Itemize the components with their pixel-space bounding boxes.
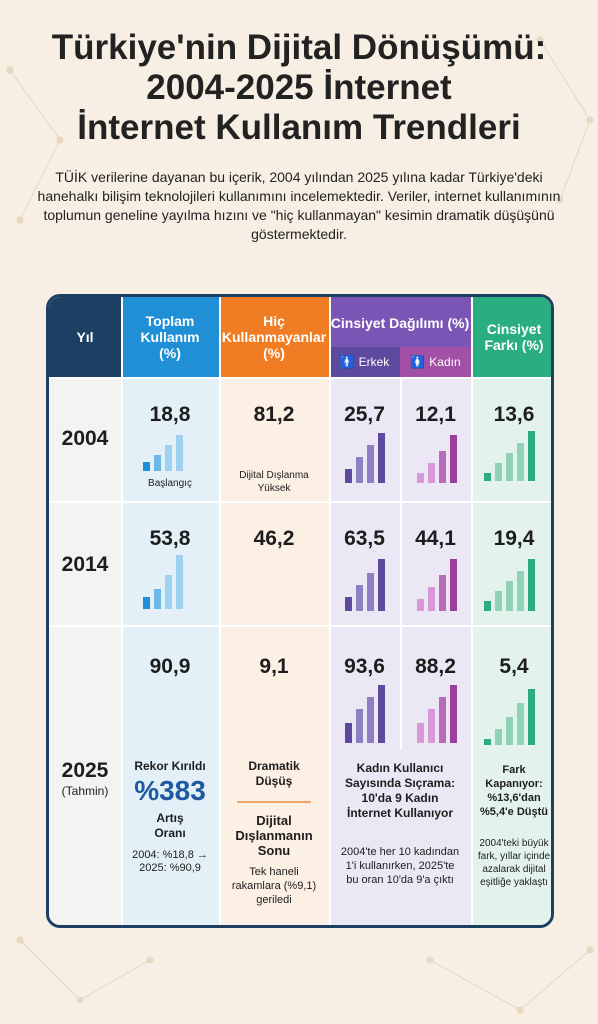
gap-2025-bar-icon <box>484 689 535 745</box>
male-2025: 93,6 <box>344 655 385 678</box>
row-divider-2004 <box>49 501 551 503</box>
female-2004: 12,1 <box>415 403 456 426</box>
header-gap: Cinsiyet Farkı (%) <box>471 297 551 377</box>
gender-divider <box>400 377 402 925</box>
never-2025: 9,1 <box>259 655 289 678</box>
gap-2004-bar-icon <box>484 431 535 481</box>
year-2025-note: (Tahmin) <box>61 784 109 798</box>
total-2014-bar-icon <box>143 555 183 609</box>
never-2025-divider <box>237 801 311 803</box>
female-2014-bar-icon <box>417 557 457 611</box>
row-divider-2014 <box>49 625 551 627</box>
male-2014: 63,5 <box>344 527 385 550</box>
never-2004: 81,2 <box>253 403 295 426</box>
col-divider-4 <box>471 297 473 925</box>
gender-2025-note-area <box>329 749 471 925</box>
total-2004-bar-icon <box>143 431 183 471</box>
total-2025-head: Rekor Kırıldı <box>134 759 206 773</box>
header-year: Yıl <box>49 297 121 377</box>
gap-2025: 5,4 <box>499 655 529 678</box>
gender-column: Cinsiyet Dağılımı (%) 🚹 Erkek 🚺 Kadın 25,7… <box>329 297 471 925</box>
row-divider-header <box>49 377 551 379</box>
total-2004: 18,8 <box>149 403 191 426</box>
intro-paragraph: TÜİK verilerine dayanan bu içerik, 2004 … <box>37 169 561 242</box>
header-never: Hiç Kullanmayanlar (%) <box>219 297 329 377</box>
gap-column: Cinsiyet Farkı (%) 13,6 19,4 5,4 Fark Ka… <box>471 297 551 925</box>
header-total: Toplam Kullanım (%) <box>121 297 219 377</box>
gap-2025-detail: 2004'teki büyük fark, yıllar içinde azal… <box>477 838 551 888</box>
col-divider-2 <box>219 297 221 925</box>
page-title: Türkiye'nin Dijital Dönüşümü: 2004-2025 … <box>0 28 598 148</box>
female-2025: 88,2 <box>415 655 456 678</box>
never-2004-note: Dijital Dışlanma Yüksek <box>239 470 309 494</box>
total-2014: 53,8 <box>149 527 191 550</box>
title-line-1: Türkiye'nin Dijital Dönüşümü: <box>51 28 547 67</box>
gender-2025-detail: 2004'te her 10 kadından 1'i kullanırken,… <box>340 846 460 886</box>
male-2004-bar-icon <box>345 429 385 483</box>
never-2025-head: Dramatik Düşüş <box>248 759 300 788</box>
title-line-2: 2004-2025 İnternet <box>146 68 452 107</box>
total-2025-sub: Artış Oranı <box>154 811 186 840</box>
year-2004: 2004 <box>61 427 109 450</box>
female-2014: 44,1 <box>415 527 456 550</box>
data-table: Yıl 2004 2014 2025 (Tahmin) Toplam Kulla… <box>46 294 554 928</box>
header-male: 🚹 Erkek <box>329 347 400 377</box>
header-gender: Cinsiyet Dağılımı (%) <box>329 297 471 347</box>
total-column: Toplam Kullanım (%) 18,8 Başlangıç 53,8 … <box>121 297 219 925</box>
male-2004: 25,7 <box>344 403 385 426</box>
gap-2014: 19,4 <box>493 527 535 550</box>
gender-2025-head: Kadın Kullanıcı Sayısında Sıçrama: 10'da… <box>344 761 456 820</box>
col-divider-1 <box>121 297 123 925</box>
male-icon: 🚹 <box>339 355 355 369</box>
gap-2014-bar-icon <box>484 559 535 611</box>
never-2025-detail: Tek haneli rakamlara (%9,1) geriledi <box>231 866 317 906</box>
total-2004-note: Başlangıç <box>148 478 192 489</box>
total-2025-big: %383 <box>134 775 206 806</box>
header-female: 🚺 Kadın <box>400 347 471 377</box>
female-2025-bar-icon <box>417 685 457 743</box>
header-female-label: Kadın <box>429 355 461 369</box>
female-icon: 🚺 <box>410 355 426 369</box>
col-divider-3 <box>329 297 331 925</box>
year-2025: 2025 <box>61 759 109 782</box>
male-2014-bar-icon <box>345 557 385 611</box>
total-2025: 90,9 <box>149 655 191 678</box>
gap-2025-head: Fark Kapanıyor: %13,6'dan %5,4'e Düştü <box>479 764 549 818</box>
never-column: Hiç Kullanmayanlar (%) 81,2 Dijital Dışl… <box>219 297 329 925</box>
total-2025-detail: 2004: %18,8 → 2025: %90,9 <box>132 849 208 874</box>
header-male-label: Erkek <box>358 355 390 369</box>
year-2014: 2014 <box>61 553 109 576</box>
year-column: Yıl 2004 2014 2025 (Tahmin) <box>49 297 121 925</box>
never-2025-sub: Dijital Dışlanmanın Sonu <box>235 813 313 858</box>
never-2014: 46,2 <box>253 527 295 550</box>
title-line-3: İnternet Kullanım Trendleri <box>77 108 521 147</box>
male-2025-bar-icon <box>345 685 385 743</box>
gap-2004: 13,6 <box>493 403 535 426</box>
female-2004-bar-icon <box>417 429 457 483</box>
